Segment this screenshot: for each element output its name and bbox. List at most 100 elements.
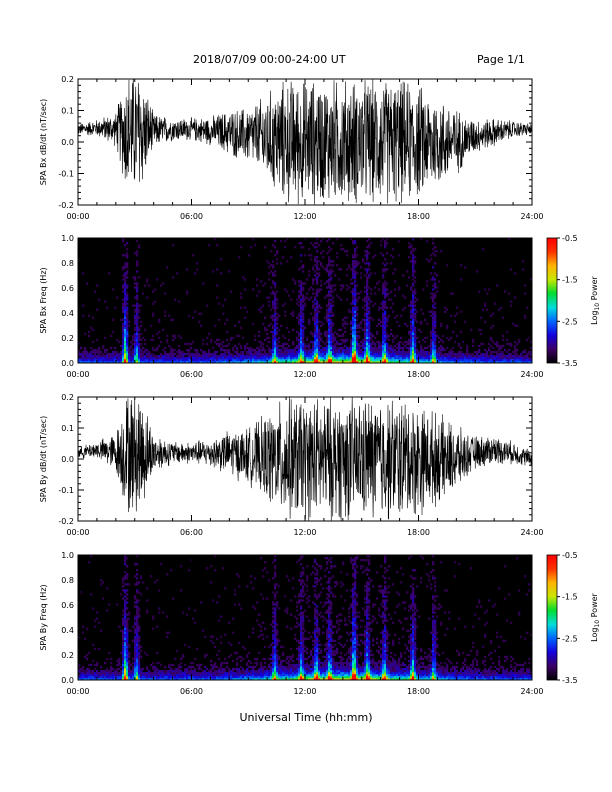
spectrogram-cell <box>366 330 369 334</box>
spectrogram-cell <box>286 356 289 360</box>
spectrogram-cell <box>106 677 109 681</box>
spectrogram-cell <box>354 320 357 323</box>
spectrogram-cell <box>354 352 357 356</box>
spectrogram-cell <box>248 358 251 362</box>
spectrogram-cell <box>200 663 203 667</box>
spectrogram-cell <box>200 675 203 679</box>
colorbar-scale <box>546 237 558 364</box>
spectrogram-cell <box>246 675 249 679</box>
spectrogram-cell <box>316 250 319 253</box>
spectrogram-cell <box>126 593 129 596</box>
spectrogram-cell <box>410 334 413 338</box>
spectrogram-cell <box>276 591 279 594</box>
spectrogram-cell <box>526 354 529 358</box>
spectrogram-cell <box>228 270 231 273</box>
spectrogram-cell <box>80 671 83 675</box>
spectrogram-cell <box>136 605 139 608</box>
spectrogram-cell <box>450 360 453 364</box>
spectrogram-cell <box>158 358 161 362</box>
spectrogram-cell <box>378 354 381 358</box>
spectrogram-cell <box>124 264 127 267</box>
spectrogram-cell <box>166 354 169 358</box>
spectrogram-cell <box>122 667 125 671</box>
spectrogram-cell <box>180 360 183 364</box>
spectrogram-cell <box>172 318 175 321</box>
spectrogram-cell <box>126 334 129 338</box>
spectrogram-cell <box>274 270 277 273</box>
spectrogram-cell <box>90 677 93 681</box>
spectrogram-cell <box>194 348 197 352</box>
spectrogram-cell <box>126 270 129 273</box>
spectrogram-cell <box>334 338 337 342</box>
spectrogram-cell <box>394 316 397 319</box>
spectrogram-cell <box>124 340 127 344</box>
spectrogram-cell <box>402 360 405 364</box>
spectrogram-cell <box>318 344 321 348</box>
spectrogram-cell <box>222 354 225 358</box>
spectrogram-cell <box>332 314 335 317</box>
spectrogram-cell <box>368 252 371 255</box>
spectrogram-cell <box>330 308 333 311</box>
spectrogram-cell <box>276 673 279 677</box>
spectrogram-cell <box>290 675 293 679</box>
spectrogram-cell <box>148 356 151 360</box>
spectrogram-cell <box>514 346 517 350</box>
spectrogram-cell <box>84 332 87 336</box>
spectrogram-cell <box>440 346 443 350</box>
spectrogram-cell <box>258 635 261 638</box>
spectrogram-cell <box>424 346 427 350</box>
spectrogram-cell <box>208 360 211 364</box>
spectrogram-cell <box>384 324 387 328</box>
spectrogram-cell <box>126 252 129 255</box>
spectrogram-cell <box>248 671 251 675</box>
spectrogram-cell <box>342 324 345 328</box>
spectrogram-cell <box>454 340 457 344</box>
spectrogram-cell <box>384 358 387 362</box>
spectrogram-cell <box>196 268 199 271</box>
spectrogram-cell <box>338 358 341 362</box>
spectrogram-cell <box>328 326 331 330</box>
spectrogram-cell <box>438 346 441 350</box>
spectrogram-cell <box>354 276 357 279</box>
spectrogram-cell <box>98 677 101 681</box>
spectrogram-cell <box>236 358 239 362</box>
spectrogram-cell <box>264 282 267 285</box>
spectrogram-cell <box>154 581 157 584</box>
spectrogram-cell <box>366 252 369 255</box>
spectrogram-cell <box>138 671 141 675</box>
spectrogram-cell <box>388 346 391 350</box>
spectrogram-cell <box>154 677 157 681</box>
spectrogram-cell <box>362 338 365 342</box>
spectrogram-cell <box>274 314 277 317</box>
spectrogram-cell <box>260 669 263 673</box>
spectrogram-cell <box>138 607 141 610</box>
spectrogram-cell <box>90 354 93 358</box>
spectrogram-cell <box>294 669 297 673</box>
spectrogram-cell <box>314 350 317 354</box>
spectrogram-cell <box>316 352 319 356</box>
spectrogram-cell <box>158 336 161 340</box>
spectrogram-cell <box>340 354 343 358</box>
spectrogram-cell <box>432 242 435 245</box>
spectrogram-cell <box>134 304 137 307</box>
spectrogram-cell <box>254 356 257 360</box>
spectrogram-cell <box>314 316 317 319</box>
spectrogram-cell <box>126 659 129 663</box>
spectrogram-cell <box>134 252 137 255</box>
spectrogram-cell <box>192 673 195 677</box>
spectrogram-cell <box>212 270 215 273</box>
spectrogram-cell <box>312 304 315 307</box>
spectrogram-cell <box>432 284 435 287</box>
spectrogram-cell <box>212 665 215 669</box>
spectrogram-cell <box>508 358 511 362</box>
spectrogram-cell <box>378 360 381 364</box>
spectrogram-cell <box>414 292 417 295</box>
spectrogram-cell <box>136 611 139 614</box>
spectrogram-cell <box>292 358 295 362</box>
spectrogram-cell <box>190 354 193 358</box>
spectrogram-cell <box>360 276 363 279</box>
spectrogram-cell <box>276 663 279 667</box>
spectrogram-cell <box>348 264 351 267</box>
spectrogram-cell <box>386 238 389 241</box>
spectrogram-cell <box>120 665 123 669</box>
